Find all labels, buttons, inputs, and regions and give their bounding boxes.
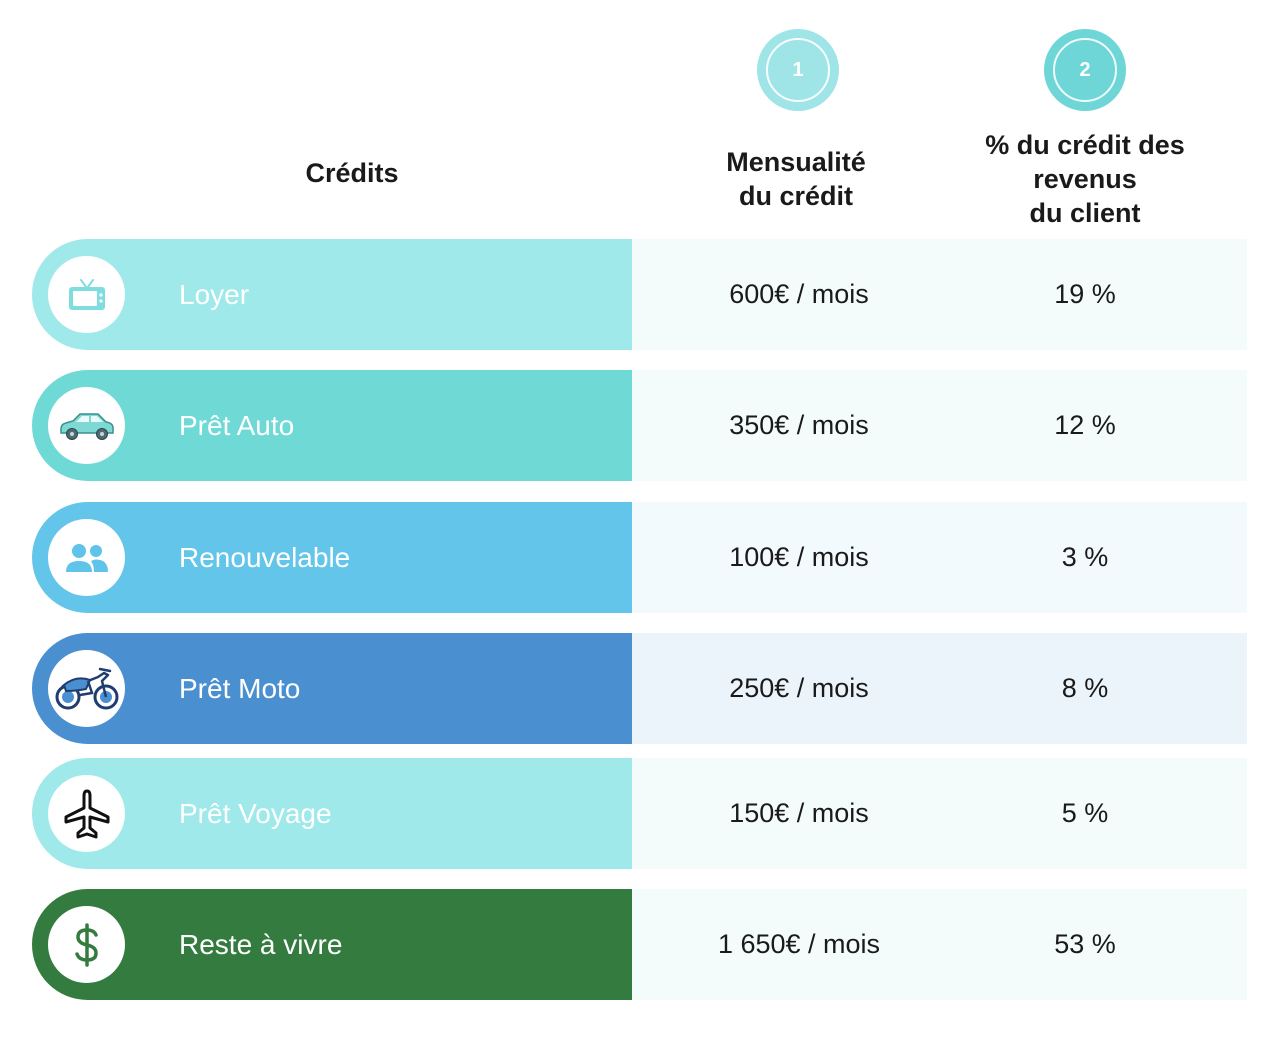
step-badge-1: 1 <box>757 29 839 111</box>
income-percent: 8 % <box>1061 673 1109 703</box>
row-label-band: Prêt Auto <box>32 370 632 481</box>
credit-row-pret-auto: Prêt Auto 350€ / mois 12 % <box>32 370 1247 481</box>
row-label-band: Loyer <box>32 239 632 350</box>
airplane-icon <box>48 775 125 852</box>
monthly-payment: 600€ / mois <box>729 279 869 309</box>
header-credits: Crédits <box>305 158 399 188</box>
credit-row-reste-a-vivre: Reste à vivre 1 650€ / mois 53 % <box>32 889 1247 1000</box>
row-value-band: 1 650€ / mois 53 % <box>632 889 1247 1000</box>
income-percent: 3 % <box>1061 542 1109 572</box>
credit-row-pret-moto: Prêt Moto 250€ / mois 8 % <box>32 633 1247 744</box>
monthly-payment: 1 650€ / mois <box>717 929 881 959</box>
credit-row-renouvelable: Renouvelable 100€ / mois 3 % <box>32 502 1247 613</box>
header-percent-line-3: du client <box>1029 198 1141 228</box>
row-value-band: 250€ / mois 8 % <box>632 633 1247 744</box>
header-mensualite-line-2: du crédit <box>738 181 853 211</box>
row-label-band: Prêt Moto <box>32 633 632 744</box>
row-label-band: Prêt Voyage <box>32 758 632 869</box>
row-label: Prêt Auto <box>179 410 295 441</box>
car-icon <box>48 387 125 464</box>
row-label-band: Reste à vivre <box>32 889 632 1000</box>
row-label: Prêt Moto <box>179 673 301 704</box>
row-label: Prêt Voyage <box>179 798 332 829</box>
monthly-payment: 250€ / mois <box>729 673 869 703</box>
monthly-payment: 350€ / mois <box>729 410 869 440</box>
row-value-band: 150€ / mois 5 % <box>632 758 1247 869</box>
dollar-icon <box>48 906 125 983</box>
monthly-payment: 150€ / mois <box>729 798 869 828</box>
step-badge-2: 2 <box>1044 29 1126 111</box>
row-label: Renouvelable <box>179 542 351 573</box>
income-percent: 53 % <box>1054 929 1116 959</box>
header-mensualite-line-1: Mensualité <box>726 147 866 177</box>
header-percent-line-1: % du crédit des <box>985 130 1185 160</box>
income-percent: 5 % <box>1061 798 1109 828</box>
credit-row-loyer: Loyer 600€ / mois 19 % <box>32 239 1247 350</box>
header-percent-line-2: revenus <box>1033 164 1137 194</box>
row-value-band: 600€ / mois 19 % <box>632 239 1247 350</box>
step-badge-1-number: 1 <box>766 38 830 102</box>
row-label: Loyer <box>179 279 250 310</box>
step-badge-2-number: 2 <box>1053 38 1117 102</box>
tv-icon <box>48 256 125 333</box>
motorcycle-icon <box>48 650 125 727</box>
header-mensualite: Mensualité du crédit <box>690 145 902 213</box>
people-icon <box>48 519 125 596</box>
header-percent: % du crédit des revenus du client <box>958 128 1212 230</box>
row-value-band: 350€ / mois 12 % <box>632 370 1247 481</box>
row-label-band: Renouvelable <box>32 502 632 613</box>
credit-row-pret-voyage: Prêt Voyage 150€ / mois 5 % <box>32 758 1247 869</box>
row-value-band: 100€ / mois 3 % <box>632 502 1247 613</box>
income-percent: 12 % <box>1054 410 1116 440</box>
income-percent: 19 % <box>1054 279 1116 309</box>
row-label: Reste à vivre <box>179 929 343 960</box>
monthly-payment: 100€ / mois <box>729 542 869 572</box>
